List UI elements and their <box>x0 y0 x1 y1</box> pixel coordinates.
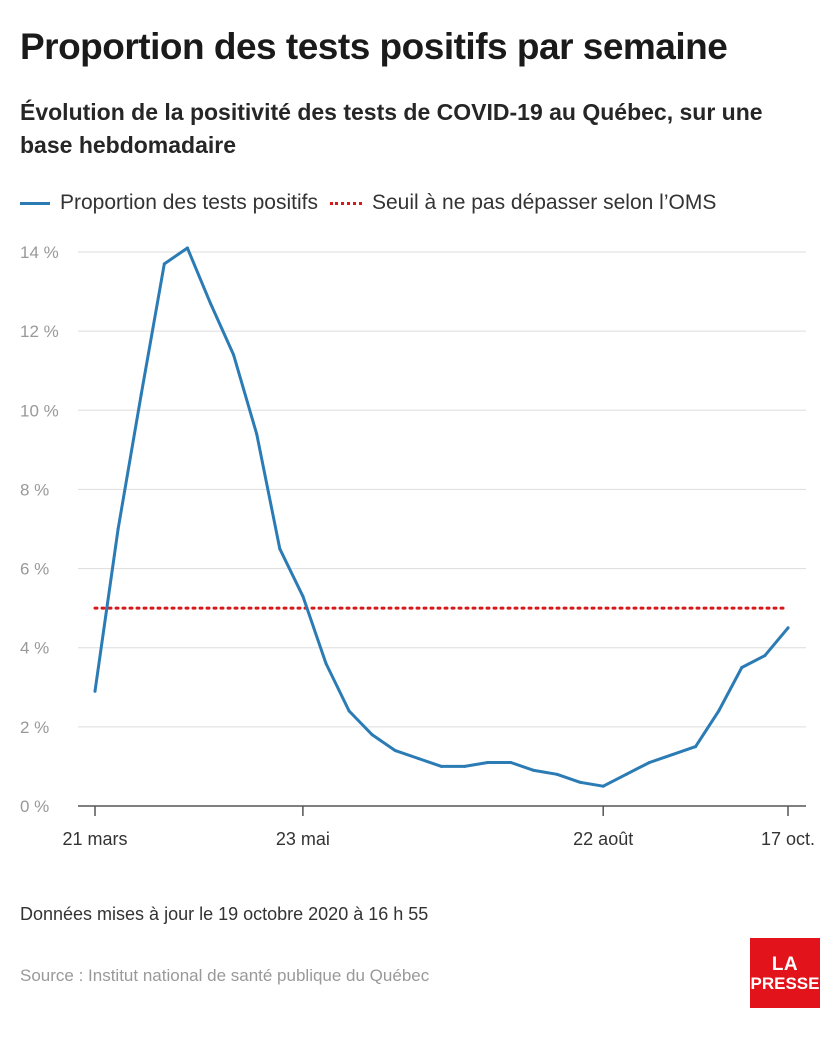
data-point <box>763 654 767 658</box>
data-point <box>93 689 97 693</box>
y-tick-label: 10 % <box>20 401 59 420</box>
x-tick-label: 22 août <box>573 829 633 849</box>
data-point <box>509 760 513 764</box>
data-point <box>694 745 698 749</box>
la-presse-logo: LA PRESSE <box>750 938 820 1008</box>
data-point <box>578 780 582 784</box>
y-tick-label: 0 % <box>20 797 49 816</box>
legend-item-threshold: Seuil à ne pas dépasser selon l’OMS <box>329 191 717 215</box>
y-tick-label: 14 % <box>20 243 59 262</box>
legend-dotted-swatch <box>329 201 362 205</box>
x-axis: 21 mars 23 mai 22 août 17 oct. <box>62 806 815 849</box>
data-point <box>139 392 143 396</box>
data-point <box>555 772 559 776</box>
positivity-series-line <box>93 246 790 788</box>
chart-title: Proportion des tests positifs par semain… <box>20 26 728 67</box>
data-point <box>532 768 536 772</box>
data-point <box>601 784 605 788</box>
y-tick-label: 12 % <box>20 322 59 341</box>
source-note: Source : Institut national de santé publ… <box>20 966 430 985</box>
data-point <box>463 764 467 768</box>
gridlines: 0 % 2 % 4 % 6 % 8 % 10 % 12 % 14 % <box>20 243 806 816</box>
data-point <box>324 662 328 666</box>
data-point <box>347 709 351 713</box>
data-point <box>740 666 744 669</box>
y-tick-label: 6 % <box>20 560 49 579</box>
data-point <box>647 760 651 764</box>
logo-line-2: PRESSE <box>750 973 820 993</box>
data-point <box>717 709 721 713</box>
chart-subtitle: Évolution de la positivité des tests de … <box>20 99 763 158</box>
data-point <box>301 594 305 598</box>
series-layer <box>93 246 790 788</box>
data-point <box>255 432 259 436</box>
legend-line-swatch <box>20 201 50 205</box>
x-tick-label: 23 mai <box>276 829 330 849</box>
data-point <box>185 246 189 250</box>
legend-label-threshold: Seuil à ne pas dépasser selon l’OMS <box>371 191 717 214</box>
y-tick-label: 2 % <box>20 718 49 737</box>
data-point <box>486 760 490 764</box>
data-point <box>416 757 420 761</box>
update-note: Données mises à jour le 19 octobre 2020 … <box>20 904 429 924</box>
data-point <box>209 301 212 305</box>
data-point <box>162 262 166 266</box>
data-point <box>116 527 120 531</box>
data-point <box>671 753 674 757</box>
logo-line-1: LA <box>771 953 799 975</box>
data-point <box>624 772 628 776</box>
line-chart: 0 % 2 % 4 % 6 % 8 % 10 % 12 % 14 % 21 mars 23 ma… <box>20 243 815 849</box>
x-tick-label: 17 oct. <box>761 829 815 849</box>
legend-item-series: Proportion des tests positifs <box>20 191 318 215</box>
data-point <box>393 749 397 753</box>
legend-label-series: Proportion des tests positifs <box>60 191 318 214</box>
data-point <box>232 353 236 357</box>
legend: Proportion des tests positifs Seuil à ne… <box>20 188 728 218</box>
x-tick-label: 21 mars <box>62 829 127 849</box>
y-tick-label: 8 % <box>20 480 49 499</box>
data-point <box>370 733 374 737</box>
data-point <box>440 764 443 768</box>
data-point <box>278 547 282 551</box>
data-point <box>786 626 790 630</box>
y-tick-label: 4 % <box>20 639 49 658</box>
